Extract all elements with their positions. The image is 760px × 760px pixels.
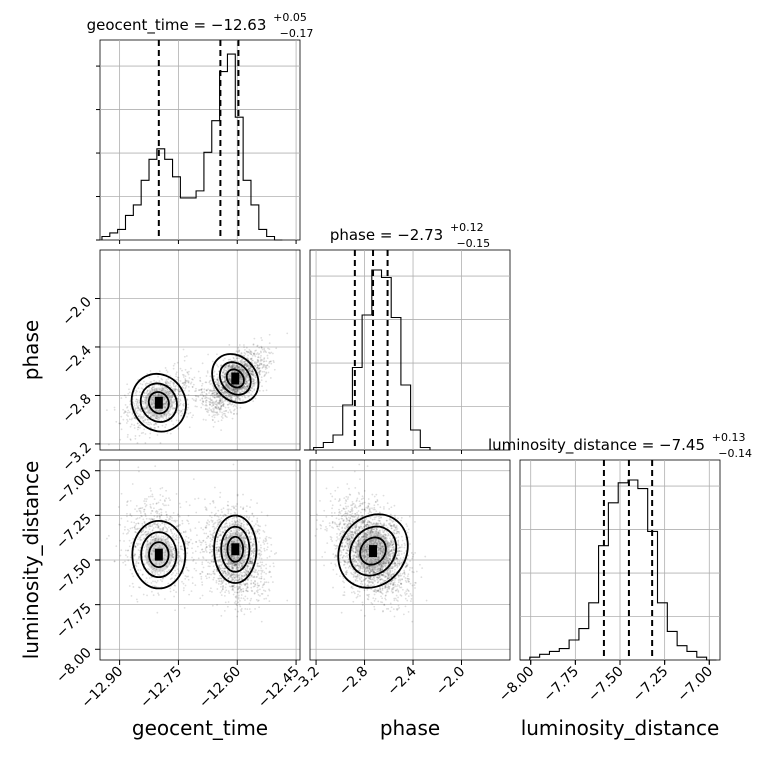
xtick-label-phase: −2.8 (336, 664, 371, 699)
density-peak (231, 543, 240, 556)
ytick-label-phase: −2.0 (59, 294, 94, 329)
hist-frame-phase (309, 249, 511, 451)
ylabel-luminosity_distance: luminosity_distance (19, 461, 43, 660)
contour-level-99% (213, 514, 258, 584)
ytick-label-luminosity_distance: −7.75 (53, 600, 95, 642)
title-geocent_time: geocent_time = −12.63 +0.05 −0.17 (87, 7, 314, 40)
contour-level-86% (140, 531, 178, 579)
density-peak (154, 548, 163, 561)
ytick-label-phase: −3.2 (59, 439, 94, 474)
panel-geocent_time-vs-phase (99, 249, 301, 451)
xtick-label-geocent_time: −12.90 (78, 664, 126, 712)
panel-frame (99, 249, 301, 451)
contour-level-39% (226, 535, 245, 563)
density-peak (231, 372, 240, 385)
panel-frame (309, 459, 511, 661)
contour-level-99% (130, 373, 187, 433)
xtick-label-luminosity_distance: −8.00 (496, 664, 538, 706)
hist-step-luminosity_distance (520, 479, 717, 661)
scatter-points (106, 332, 289, 446)
density-peak (369, 545, 378, 558)
ytick-label-luminosity_distance: −8.00 (53, 645, 95, 687)
xtick-label-phase: −2.0 (433, 664, 468, 699)
panel-geocent_time-vs-luminosity_distance (99, 459, 301, 661)
contour-level-39% (148, 541, 170, 569)
xtick-label-luminosity_distance: −7.50 (585, 664, 627, 706)
hist-step-geocent_time (101, 53, 283, 241)
contour-level-86% (218, 361, 252, 396)
panels-layer: −12.90 −12.75 −12.60 −12.45−3.2 −2.8 −2.4 −2.0… (53, 39, 721, 712)
contour-level-39% (147, 391, 170, 415)
hist-panel-luminosity_distance (519, 459, 721, 664)
xtick-label-luminosity_distance: −7.75 (541, 664, 583, 706)
panel-phase-vs-luminosity_distance (309, 459, 511, 661)
xtick-label-geocent_time: −12.75 (137, 664, 185, 712)
title-phase: phase = −2.73 +0.12 −0.15 (330, 217, 490, 250)
ytick-label-luminosity_distance: −7.50 (53, 556, 95, 598)
contour-level-39% (359, 536, 387, 566)
contour-level-99% (211, 353, 260, 404)
ylabel-phase: phase (19, 320, 43, 380)
title-luminosity_distance: luminosity_distance = −7.45 +0.13 −0.14 (488, 427, 752, 460)
ytick-label-luminosity_distance: −7.00 (53, 466, 95, 508)
density-peak (154, 396, 163, 409)
xtick-label-luminosity_distance: −7.00 (674, 664, 716, 706)
xlabel-luminosity_distance: luminosity_distance (521, 716, 720, 740)
contour-level-86% (348, 525, 398, 577)
contour-level-99% (131, 519, 187, 590)
xlabel-phase: phase (380, 716, 440, 740)
xtick-label-luminosity_distance: −7.25 (630, 664, 672, 706)
ytick-label-luminosity_distance: −7.25 (53, 511, 95, 553)
xtick-label-geocent_time: −12.60 (196, 664, 244, 712)
hist-panel-phase (303, 249, 511, 454)
ytick-label-phase: −2.8 (59, 391, 94, 426)
contour-level-39% (225, 368, 245, 389)
contour-level-86% (220, 525, 251, 573)
ytick-label-phase: −2.4 (59, 342, 94, 377)
hist-panel-geocent_time (96, 39, 301, 244)
contour-level-99% (337, 513, 409, 589)
contour-level-86% (139, 382, 178, 423)
hist-step-phase (303, 269, 431, 451)
hist-frame-geocent_time (99, 39, 301, 241)
xtick-label-phase: −2.4 (385, 663, 420, 698)
xlabel-geocent_time: geocent_time (132, 716, 268, 740)
